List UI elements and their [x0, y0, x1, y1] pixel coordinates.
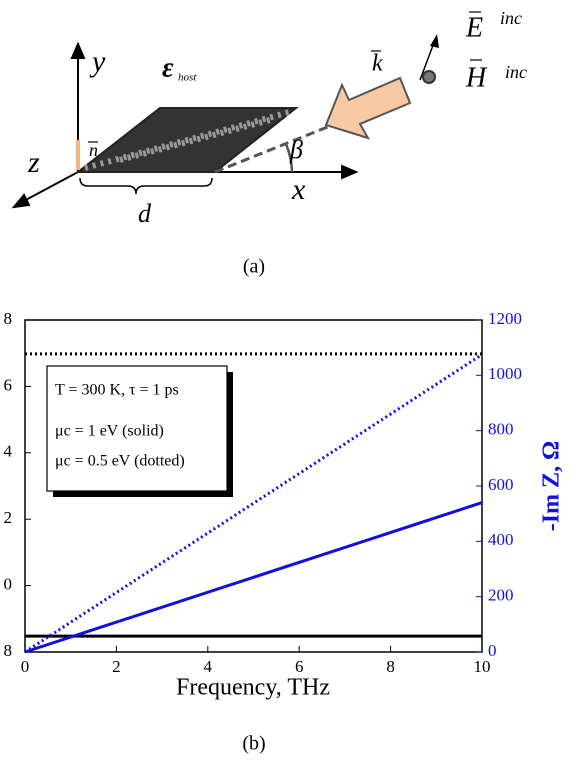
- x-tick-label: 4: [204, 657, 213, 676]
- arrow-head: [341, 164, 359, 180]
- z-axis-arrow: [21, 171, 79, 203]
- e-sup: inc: [500, 8, 522, 28]
- x-axis-title: Frequency, THz: [176, 675, 330, 701]
- wave-arrow: [324, 76, 412, 140]
- x-tick-label: 8: [386, 657, 395, 676]
- h-label: H: [465, 62, 488, 93]
- y2-tick-label: 600: [488, 475, 514, 494]
- legend-text: μc = 1 eV (solid): [55, 423, 164, 440]
- y2-tick-label: 1200: [488, 309, 522, 328]
- legend-box: [46, 365, 228, 492]
- y-tick-label: 0: [4, 575, 13, 594]
- y2-tick-label: 400: [488, 530, 514, 549]
- d-label: d: [138, 199, 152, 228]
- caption: (a): [243, 256, 265, 278]
- x-label: x: [291, 173, 306, 206]
- x-tick-label: 0: [21, 657, 30, 676]
- diagram: [11, 11, 482, 209]
- y-tick-label: 8: [4, 309, 13, 328]
- e-label: E: [465, 12, 483, 43]
- caption: (b): [242, 733, 265, 755]
- y-tick-label: 8: [4, 641, 13, 660]
- h-sup: inc: [505, 62, 527, 82]
- y-tick-label: 6: [4, 375, 13, 394]
- y2-tick-label: 0: [488, 641, 497, 660]
- x-tick-label: 2: [112, 657, 121, 676]
- incidence-line: [214, 124, 331, 174]
- beta-label: β: [289, 135, 303, 164]
- z-label: z: [27, 146, 40, 179]
- h-dot: [422, 70, 436, 84]
- y2-tick-label: 200: [488, 586, 514, 605]
- sheet-texture: [119, 117, 271, 163]
- brace: [79, 177, 213, 195]
- host-label: ε: [162, 52, 174, 83]
- arrow-head: [11, 193, 31, 209]
- legend-text: T = 300 K, τ = 1 ps: [55, 382, 179, 399]
- y2-tick-label: 1000: [488, 364, 522, 383]
- arrow-head: [70, 41, 86, 59]
- y-label: y: [89, 45, 106, 78]
- host-sub: host: [178, 72, 197, 84]
- series-line: [24, 501, 483, 654]
- angle-arc: [284, 143, 294, 173]
- k-label: k: [372, 51, 383, 77]
- x-tick-label: 10: [474, 657, 491, 676]
- x-tick-label: 6: [295, 657, 304, 676]
- legend-text: μc = 0.5 eV (dotted): [55, 453, 185, 470]
- series-line: [24, 353, 483, 654]
- y-tick-label: 2: [4, 508, 13, 527]
- e-arrow: [419, 39, 436, 81]
- arrow-head: [430, 34, 439, 48]
- y-tick-label: 4: [4, 442, 13, 461]
- sheet-texture: [84, 109, 291, 171]
- y2-tick-label: 800: [488, 420, 514, 439]
- n-label: n: [89, 140, 98, 160]
- y2-axis-title: -Im Z, Ω: [539, 441, 565, 532]
